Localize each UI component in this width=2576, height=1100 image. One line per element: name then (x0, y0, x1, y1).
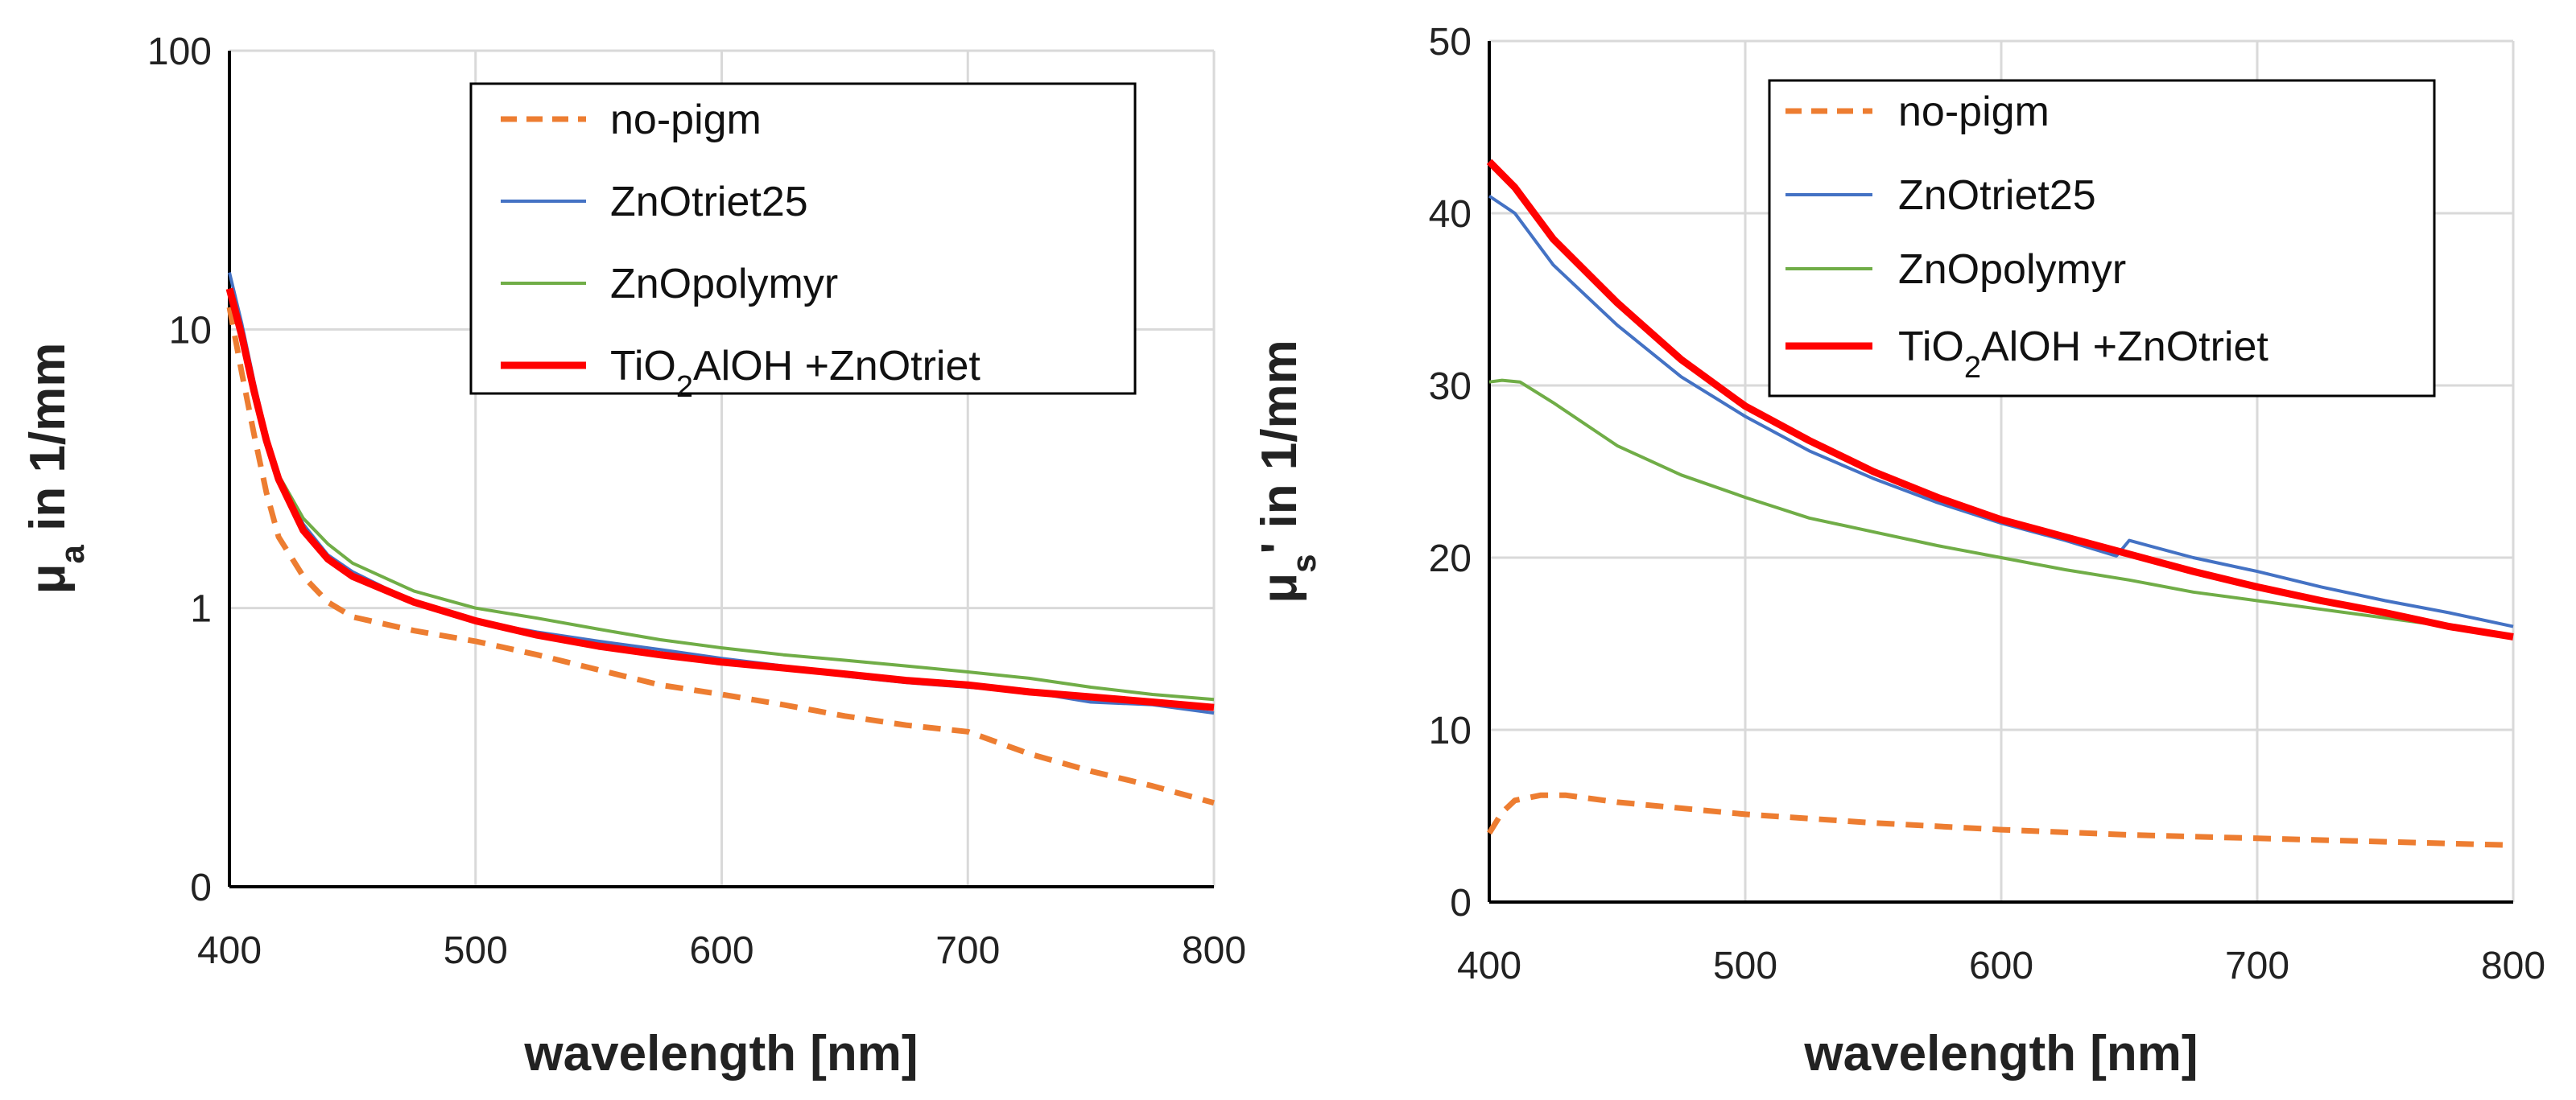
legend-entry-label: ZnOpolymyr (1898, 246, 2126, 293)
x-tick-label: 400 (1457, 945, 1521, 987)
x-axis-label: wavelength [nm] (1803, 1026, 2198, 1081)
y-tick-label: 0 (190, 867, 212, 909)
legend-entry-label: ZnOpolymyr (610, 261, 838, 307)
y-tick-label: 10 (169, 309, 212, 352)
panel-absorption: 400 500 600 700 800 0 1 10 100 wavelength [nm] μa … (20, 31, 1246, 1081)
x-tick-label: 800 (2481, 945, 2545, 987)
y-tick-label: 100 (147, 31, 212, 73)
y-axis-label: μa in 1/mm (20, 343, 91, 595)
x-tick-label: 400 (197, 929, 262, 972)
legend-entry-label: TiO2AlOH +ZnOtriet (1898, 323, 2268, 385)
y-axis-label: μs' in 1/mm (1252, 340, 1323, 604)
series-line-tio2aloh-znotriet (225, 287, 1215, 711)
series-line-no-pigm (1487, 792, 2514, 848)
x-tick-label: 600 (689, 929, 753, 972)
legend-box (469, 82, 1137, 395)
x-tick-label: 500 (1713, 945, 1777, 987)
legend-entry-label: no-pigm (1898, 89, 2050, 135)
legend-entry-label: TiO2AlOH +ZnOtriet (610, 343, 980, 404)
panel-scattering: 400 500 600 700 800 0 10 20 30 40 50 wavelength [nm… (1252, 21, 2545, 1081)
y-tick-label: 30 (1429, 365, 1472, 408)
x-tick-label: 500 (444, 929, 508, 972)
y-tick-label: 1 (190, 588, 212, 631)
legend-box (1768, 79, 2436, 398)
series-line-tio2aloh-znotriet (1486, 159, 2514, 641)
legend-entry-label: ZnOtriet25 (610, 179, 808, 225)
series-line-znopolymyr (1488, 378, 2514, 637)
series-line-no-pigm (226, 307, 1215, 806)
x-tick-label: 800 (1182, 929, 1246, 972)
y-tick-label: 50 (1429, 21, 1472, 64)
x-axis-label: wavelength [nm] (523, 1026, 918, 1081)
legend: no-pigm ZnOtriet25 ZnOpolymyr TiO2AlOH +Zn… (1768, 79, 2436, 398)
legend: no-pigm ZnOtriet25 ZnOpolymyr TiO2AlOH +ZnO… (469, 82, 1137, 404)
x-tick-label: 600 (1969, 945, 2033, 987)
y-tick-label: 0 (1450, 882, 1472, 925)
x-tick-label: 700 (2225, 945, 2289, 987)
legend-entry-label: no-pigm (610, 97, 762, 143)
y-tick-label: 20 (1429, 538, 1472, 580)
x-tick-label: 700 (935, 929, 1000, 972)
legend-entry-label: ZnOtriet25 (1898, 172, 2096, 219)
y-tick-label: 10 (1429, 710, 1472, 752)
y-tick-label: 40 (1429, 193, 1472, 236)
